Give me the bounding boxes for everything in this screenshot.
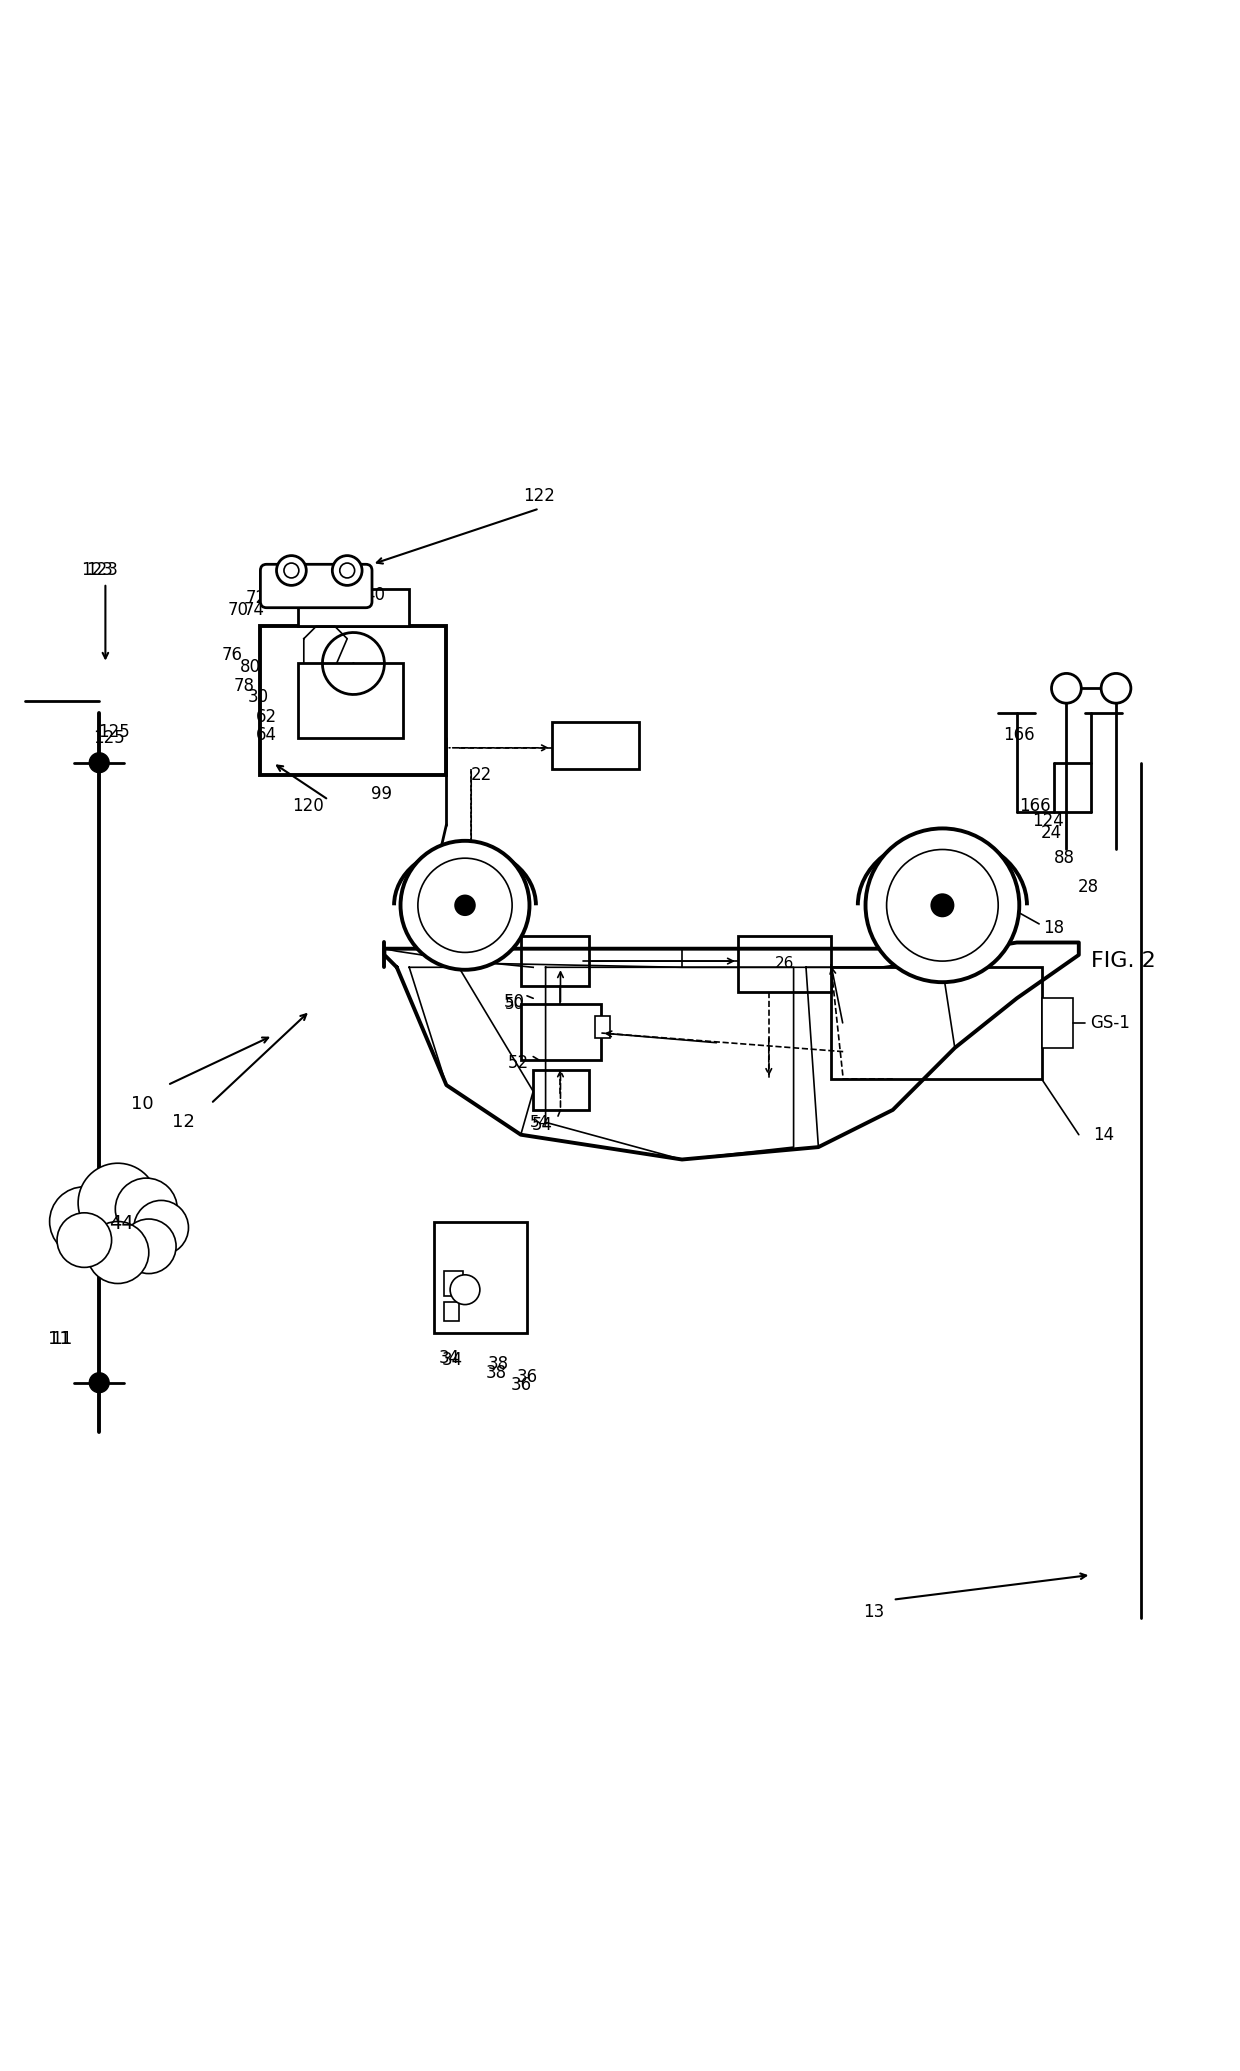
Text: 38: 38 (487, 1354, 510, 1373)
Text: 122: 122 (523, 487, 556, 505)
Circle shape (284, 563, 299, 578)
Text: 11: 11 (48, 1330, 71, 1348)
Text: 18: 18 (1043, 920, 1065, 936)
Text: 24: 24 (1040, 824, 1063, 843)
Text: 120: 120 (291, 797, 324, 816)
Text: 88: 88 (1054, 849, 1074, 868)
Circle shape (122, 1220, 176, 1274)
Text: 54: 54 (532, 1116, 552, 1133)
Circle shape (277, 555, 306, 586)
Bar (444, 1272, 463, 1296)
Text: 50: 50 (505, 992, 525, 1011)
Circle shape (332, 555, 362, 586)
Bar (521, 936, 589, 986)
Text: 48: 48 (412, 903, 432, 920)
Bar (434, 1222, 527, 1334)
Circle shape (115, 1178, 177, 1241)
Text: 10: 10 (131, 1096, 154, 1112)
Bar (521, 1004, 601, 1060)
Circle shape (57, 1214, 112, 1267)
Text: 12: 12 (172, 1114, 195, 1131)
Text: 78: 78 (234, 677, 254, 694)
Text: 36: 36 (510, 1377, 532, 1394)
Circle shape (931, 895, 954, 917)
Text: 125: 125 (93, 729, 125, 748)
Text: 34: 34 (438, 1348, 460, 1367)
Text: GS-1: GS-1 (1090, 1015, 1130, 1031)
Text: 74: 74 (244, 601, 264, 619)
Text: 30: 30 (247, 688, 269, 706)
Circle shape (1052, 673, 1081, 704)
Text: 166: 166 (1019, 797, 1052, 816)
Circle shape (134, 1201, 188, 1255)
Circle shape (401, 841, 529, 969)
Text: 62: 62 (255, 708, 278, 725)
Circle shape (50, 1187, 119, 1257)
Text: 14: 14 (1092, 1127, 1115, 1143)
Bar (738, 936, 831, 992)
Text: 28: 28 (1078, 878, 1100, 895)
Text: 22: 22 (470, 766, 492, 785)
Text: 76: 76 (222, 646, 242, 665)
Text: 80: 80 (241, 659, 260, 677)
Text: 124: 124 (1032, 812, 1064, 830)
Circle shape (1101, 673, 1131, 704)
Bar (552, 723, 639, 768)
Text: 70: 70 (228, 601, 248, 619)
Circle shape (887, 849, 998, 961)
Text: 34: 34 (441, 1352, 464, 1369)
Text: 40: 40 (365, 586, 384, 605)
Bar (260, 625, 446, 775)
Text: 52: 52 (507, 1054, 529, 1073)
Bar (298, 588, 409, 625)
Text: 36: 36 (516, 1367, 538, 1385)
Bar (444, 1303, 459, 1321)
Text: 16: 16 (404, 891, 427, 907)
Text: 32: 32 (321, 574, 343, 592)
Text: 60: 60 (585, 737, 605, 754)
Text: 72: 72 (246, 588, 268, 607)
Circle shape (340, 563, 355, 578)
Text: 99: 99 (372, 785, 392, 804)
Circle shape (866, 828, 1019, 982)
Text: 64: 64 (257, 727, 277, 743)
Bar (298, 663, 403, 737)
Text: 125: 125 (98, 723, 130, 741)
Text: 38: 38 (485, 1365, 507, 1381)
Text: 123: 123 (81, 561, 113, 580)
Circle shape (418, 857, 512, 953)
Text: 11: 11 (51, 1330, 73, 1348)
Text: FIG. 2: FIG. 2 (1091, 951, 1156, 971)
Text: 26: 26 (775, 957, 795, 971)
Circle shape (89, 1373, 109, 1392)
Text: 123: 123 (86, 561, 118, 580)
Text: 166: 166 (1003, 727, 1035, 743)
Bar (1042, 998, 1073, 1048)
Circle shape (455, 895, 475, 915)
Text: 42: 42 (415, 872, 438, 891)
Text: 44: 44 (109, 1214, 134, 1234)
Circle shape (89, 752, 109, 772)
Circle shape (78, 1164, 157, 1243)
Text: 50: 50 (505, 996, 525, 1013)
Text: 60: 60 (585, 737, 605, 754)
Circle shape (450, 1276, 480, 1305)
Text: 46: 46 (414, 888, 434, 905)
Text: 54: 54 (529, 1114, 549, 1131)
Bar (595, 1015, 610, 1038)
Text: 13: 13 (863, 1603, 885, 1622)
Bar (428, 905, 455, 955)
Bar (533, 1071, 589, 1110)
Bar (831, 967, 1042, 1079)
FancyBboxPatch shape (260, 563, 372, 607)
Circle shape (87, 1222, 149, 1284)
